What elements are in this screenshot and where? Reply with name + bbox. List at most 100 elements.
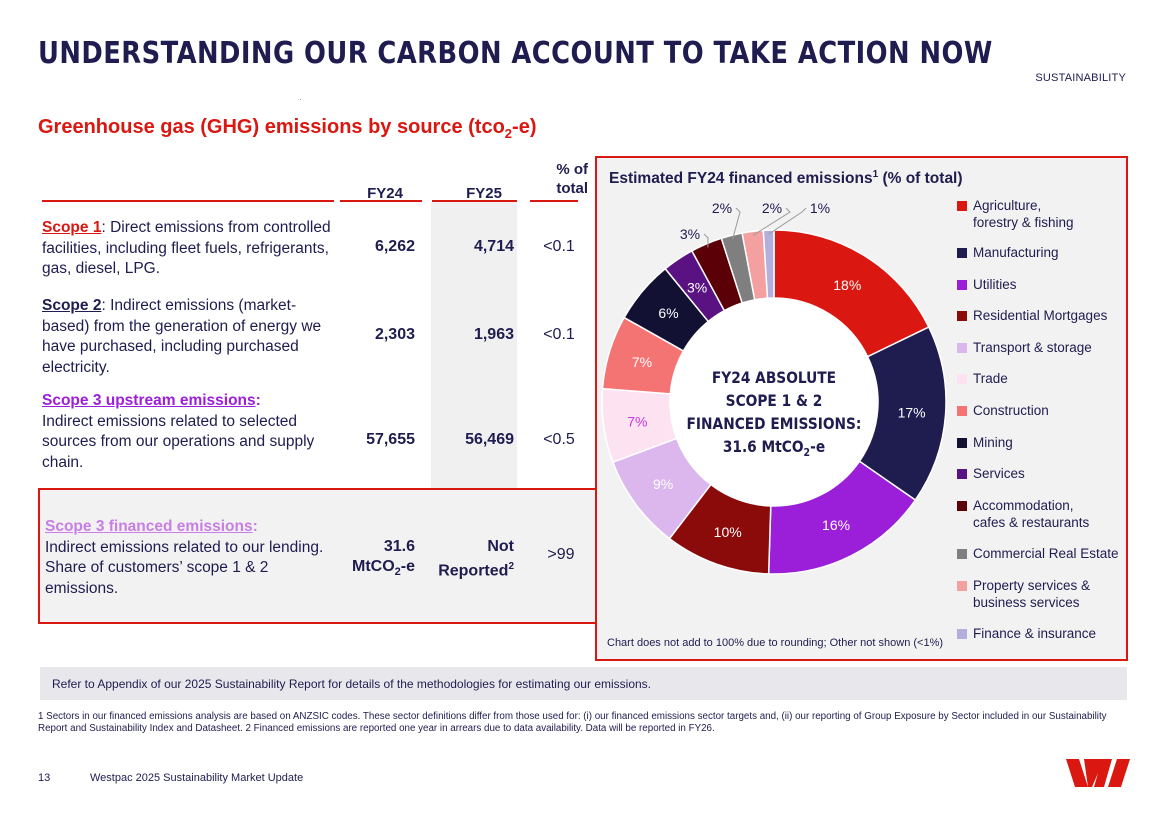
legend-item: Residential Mortgages	[957, 307, 1107, 324]
donut-slice-label: 9%	[653, 476, 673, 492]
methodology-note-bar: Refer to Appendix of our 2025 Sustainabi…	[40, 667, 1127, 700]
leader-line	[768, 207, 807, 235]
donut-slice-label: 2%	[762, 200, 782, 216]
legend-item: Manufacturing	[957, 244, 1059, 261]
financed-emissions-donut-chart: 18% 17% 16% 10% 9% 7% 7% 6% 3% 3% 2% 2% 1% FY24 ABSO…	[601, 200, 947, 575]
donut-center-line2: SCOPE 1 & 2	[726, 391, 823, 410]
legend-swatch	[957, 343, 967, 353]
legend-label: Residential Mortgages	[973, 308, 1108, 323]
legend-label: Construction	[973, 403, 1049, 418]
scope3-financed-label: Scope 3 financed emissions	[45, 518, 253, 535]
legend-item: Accommodation, cafes & restaurants	[957, 497, 1089, 531]
financed-emissions-box	[38, 488, 598, 624]
scope3-upstream-fy25: 56,469	[465, 431, 514, 448]
legend-label: Manufacturing	[973, 245, 1059, 260]
legend-item: Finance & insurance	[957, 625, 1096, 642]
legend-item: Trade	[957, 370, 1008, 387]
donut-slice-label: 7%	[632, 354, 652, 370]
legend-label: Finance & insurance	[973, 626, 1097, 641]
donut-slice-label: 3%	[687, 279, 707, 295]
legend-swatch	[957, 549, 967, 559]
legend-label: Utilities	[973, 277, 1017, 292]
fy25-column-shade	[431, 202, 517, 488]
marker-dot	[300, 99, 301, 100]
legend-item: Commercial Real Estate	[957, 545, 1119, 562]
scope3-financed-pct: >99	[547, 546, 575, 563]
scope3-upstream-pct: <0.5	[543, 431, 575, 448]
legend-item: Agriculture, forestry & fishing	[957, 197, 1074, 231]
legend-swatch	[957, 438, 967, 448]
scope2-label: Scope 2	[42, 297, 102, 314]
legend-item: Construction	[957, 402, 1049, 419]
section-tag: SUSTAINABILITY	[1035, 72, 1126, 84]
donut-center-line3: FINANCED EMISSIONS:	[687, 414, 862, 433]
scope3-upstream-description: Scope 3 upstream emissions: Indirect emis…	[42, 392, 315, 471]
scope1-fy25: 4,714	[473, 238, 514, 255]
column-header-fy24: FY24	[367, 185, 403, 202]
legend-swatch	[957, 280, 967, 290]
scope2-pct: <0.1	[543, 326, 575, 343]
legend-item: Utilities	[957, 276, 1017, 293]
chart-note: Chart does not add to 100% due to roundi…	[607, 637, 944, 649]
westpac-logo	[1066, 759, 1130, 787]
scope3-financed-fy24: 31.6 MtCO2-e	[351, 538, 415, 579]
header-rule-pct	[530, 200, 578, 202]
legend-swatch	[957, 406, 967, 416]
scope2-description: Scope 2: Indirect emissions (market-base…	[42, 297, 322, 376]
donut-center-line1: FY24 ABSOLUTE	[712, 368, 836, 387]
scope1-pct: <0.1	[543, 238, 575, 255]
scope2-fy24: 2,303	[374, 326, 415, 343]
legend-swatch	[957, 311, 967, 321]
donut-slice-label: 2%	[712, 200, 732, 216]
ghg-table-title: Greenhouse gas (GHG) emissions by source…	[38, 116, 537, 141]
donut-slice-label: 7%	[627, 413, 647, 429]
scope3-financed-description: Scope 3 financed emissions: Indirect emis…	[45, 518, 324, 597]
scope2-fy25: 1,963	[473, 326, 514, 343]
footnote: 1 Sectors in our financed emissions anal…	[38, 711, 1107, 734]
scope1-fy24: 6,262	[374, 238, 415, 255]
document-title: Westpac 2025 Sustainability Market Updat…	[90, 772, 304, 784]
legend-item: Property services & business services	[957, 577, 1090, 611]
scope1-label: Scope 1	[42, 219, 102, 236]
header-rule-fy24	[340, 200, 422, 202]
chart-title: Estimated FY24 financed emissions1 (% of…	[609, 169, 963, 188]
scope1-description: Scope 1: Direct emissions from controlle…	[42, 219, 331, 277]
donut-center	[670, 298, 878, 506]
donut-slice-label: 10%	[714, 524, 742, 540]
legend-item: Transport & storage	[957, 339, 1092, 356]
column-header-pct: % of total	[556, 161, 588, 197]
legend-item: Services	[957, 465, 1025, 482]
column-header-fy25: FY25	[466, 185, 502, 202]
legend-label: Transport & storage	[973, 340, 1092, 355]
legend-swatch	[957, 374, 967, 384]
legend-swatch	[957, 469, 967, 479]
donut-slice-label: 1%	[810, 200, 830, 216]
header-rule-description	[42, 200, 334, 202]
donut-slice-label: 18%	[833, 277, 861, 293]
legend-label: Commercial Real Estate	[973, 546, 1119, 561]
donut-slice-label: 6%	[658, 305, 678, 321]
legend-label: Services	[973, 466, 1025, 481]
legend-swatch	[957, 501, 967, 511]
legend-swatch	[957, 201, 967, 211]
legend-label: Trade	[973, 371, 1008, 386]
legend-label: Property services & business services	[973, 578, 1091, 610]
leader-line	[732, 207, 741, 240]
legend-label: Mining	[973, 435, 1013, 450]
donut-slice-label: 3%	[680, 226, 700, 242]
page-title: UNDERSTANDING OUR CARBON ACCOUNT TO TAKE…	[38, 36, 993, 71]
legend-item: Mining	[957, 434, 1013, 451]
scope3-upstream-label: Scope 3 upstream emissions	[42, 392, 256, 409]
donut-slice-label: 17%	[898, 405, 926, 421]
legend-label: Agriculture, forestry & fishing	[973, 198, 1074, 230]
header-rule-fy25	[432, 200, 517, 202]
donut-slice-label: 16%	[822, 517, 850, 533]
page-number: 13	[38, 772, 51, 784]
scope3-upstream-fy24: 57,655	[366, 431, 415, 448]
legend-swatch	[957, 629, 967, 639]
donut-center-line4: 31.6 MtCO2-e	[723, 437, 825, 459]
scope3-financed-fy25: Not Reported2	[438, 538, 514, 580]
legend-label: Accommodation, cafes & restaurants	[973, 498, 1090, 530]
legend-swatch	[957, 248, 967, 258]
leader-line	[752, 207, 791, 236]
